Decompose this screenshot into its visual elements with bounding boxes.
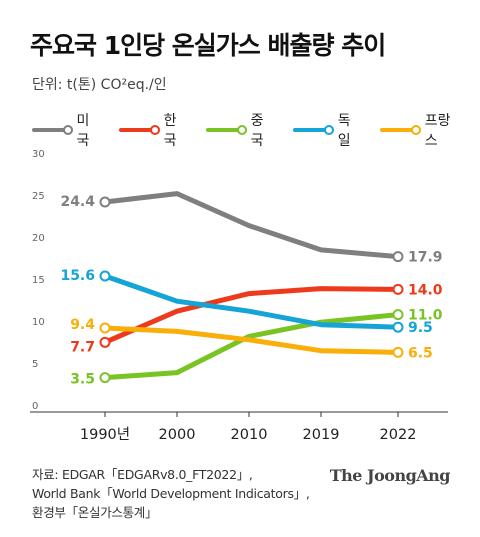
data-label: 3.5	[70, 372, 95, 388]
legend-item: 미국	[32, 110, 102, 150]
series-line	[102, 325, 401, 355]
point-marker	[99, 196, 111, 208]
point-marker	[392, 309, 404, 321]
legend-label: 독일	[337, 113, 351, 149]
data-label: 6.5	[408, 345, 433, 361]
x-tick-label: 1990년	[80, 426, 130, 443]
y-tick-label: 10	[32, 317, 45, 328]
brand-logo: The JoongAng	[329, 466, 451, 485]
chart-title: 주요국 1인당 온실가스 배출량 추이	[30, 31, 386, 60]
legend-label: 미국	[76, 113, 90, 149]
series-line	[102, 312, 401, 381]
x-tick-label: 2000	[159, 427, 196, 443]
data-label: 14.0	[408, 282, 443, 298]
data-label: 24.4	[60, 194, 95, 210]
data-label: 9.5	[408, 320, 433, 336]
source-note: 자료: EDGAR「EDGARv8.0_FT2022」, World Bank「…	[32, 465, 310, 522]
y-tick-label: 25	[32, 191, 45, 202]
point-marker	[99, 322, 111, 334]
x-tick-label: 2022	[380, 427, 417, 443]
series-line	[102, 286, 401, 345]
legend-swatch	[206, 125, 248, 135]
series-line	[102, 191, 401, 260]
point-marker	[392, 346, 404, 358]
line-chart: 0 5 10 15 20 25 30 1990년 2000 2010 2019 2022 24.4 17.…	[30, 149, 448, 443]
point-marker	[392, 321, 404, 333]
data-label: 17.9	[408, 250, 443, 266]
y-tick-label: 0	[32, 401, 38, 412]
legend-label: 프랑스	[424, 113, 451, 149]
source-line-3: 환경부「온실가스통계」	[32, 505, 158, 520]
x-tick-label: 2019	[303, 427, 340, 443]
legend-swatch	[32, 125, 74, 135]
y-tick-label: 15	[32, 275, 45, 286]
legend-item: 중국	[206, 110, 276, 150]
point-marker	[99, 270, 111, 282]
legend-item: 프랑스	[380, 110, 463, 150]
source-line-1: 자료: EDGAR「EDGARv8.0_FT2022」,	[32, 467, 253, 482]
legend: 미국 한국 중국 독일 프랑스	[32, 110, 480, 150]
point-marker	[392, 283, 404, 295]
data-label: 11.0	[408, 308, 443, 324]
legend-label: 중국	[250, 113, 264, 149]
data-label: 7.7	[70, 339, 95, 355]
legend-item: 독일	[293, 110, 363, 150]
y-tick-label: 5	[32, 359, 38, 370]
legend-swatch	[380, 125, 422, 135]
unit-label: 단위: t(톤) CO²eq./인	[32, 77, 167, 93]
legend-item: 한국	[119, 110, 189, 150]
point-marker	[392, 251, 404, 263]
y-tick-label: 30	[32, 149, 45, 160]
legend-swatch	[119, 125, 161, 135]
point-marker	[99, 336, 111, 348]
y-tick-label: 20	[32, 233, 45, 244]
legend-swatch	[293, 125, 335, 135]
legend-label: 한국	[163, 113, 177, 149]
x-tick-label: 2010	[231, 427, 268, 443]
series-line	[102, 273, 401, 330]
point-marker	[99, 372, 111, 384]
data-label: 9.4	[70, 317, 95, 333]
source-line-2: World Bank「World Development Indicators」…	[32, 486, 310, 501]
data-label: 15.6	[60, 268, 95, 284]
